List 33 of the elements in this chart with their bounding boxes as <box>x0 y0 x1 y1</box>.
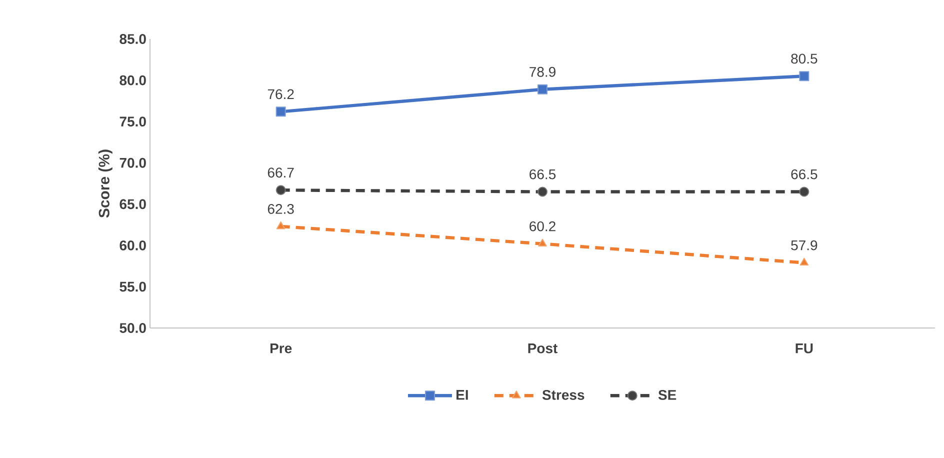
point <box>276 106 286 117</box>
x-tick-label: FU <box>796 344 813 354</box>
y-axis-title: Score (%) <box>98 150 112 218</box>
data-label: 60.2 <box>530 221 556 232</box>
point <box>538 186 548 197</box>
legend-label: Stress <box>542 390 584 400</box>
y-tick-label: 60.0 <box>120 240 146 250</box>
data-label: 66.5 <box>530 169 556 180</box>
data-label: 66.7 <box>268 168 294 178</box>
y-tick-label: 55.0 <box>120 282 146 292</box>
y-tick-label: 85.0 <box>120 34 146 44</box>
data-label: 62.3 <box>268 204 294 214</box>
data-label: 57.9 <box>791 240 818 250</box>
data-label: 66.5 <box>791 169 818 180</box>
legend-label: EI <box>456 390 468 400</box>
y-tick-label: 80.0 <box>120 75 146 86</box>
point <box>276 185 286 196</box>
y-tick-label: 75.0 <box>120 116 146 127</box>
point <box>538 238 547 247</box>
y-tick-label: 50.0 <box>120 323 146 333</box>
point <box>800 258 809 266</box>
y-tick-label: 65.0 <box>120 199 146 210</box>
x-tick-label: Pre <box>270 344 292 354</box>
point <box>276 221 286 230</box>
data-label: 80.5 <box>791 54 818 64</box>
data-label: 78.9 <box>530 66 556 77</box>
x-tick-label: Post <box>528 344 558 354</box>
point <box>538 84 548 94</box>
point <box>799 186 810 197</box>
y-tick-label: 70.0 <box>120 158 146 168</box>
data-label: 76.2 <box>268 89 294 100</box>
point <box>799 71 810 82</box>
legend-label: SE <box>658 390 676 400</box>
